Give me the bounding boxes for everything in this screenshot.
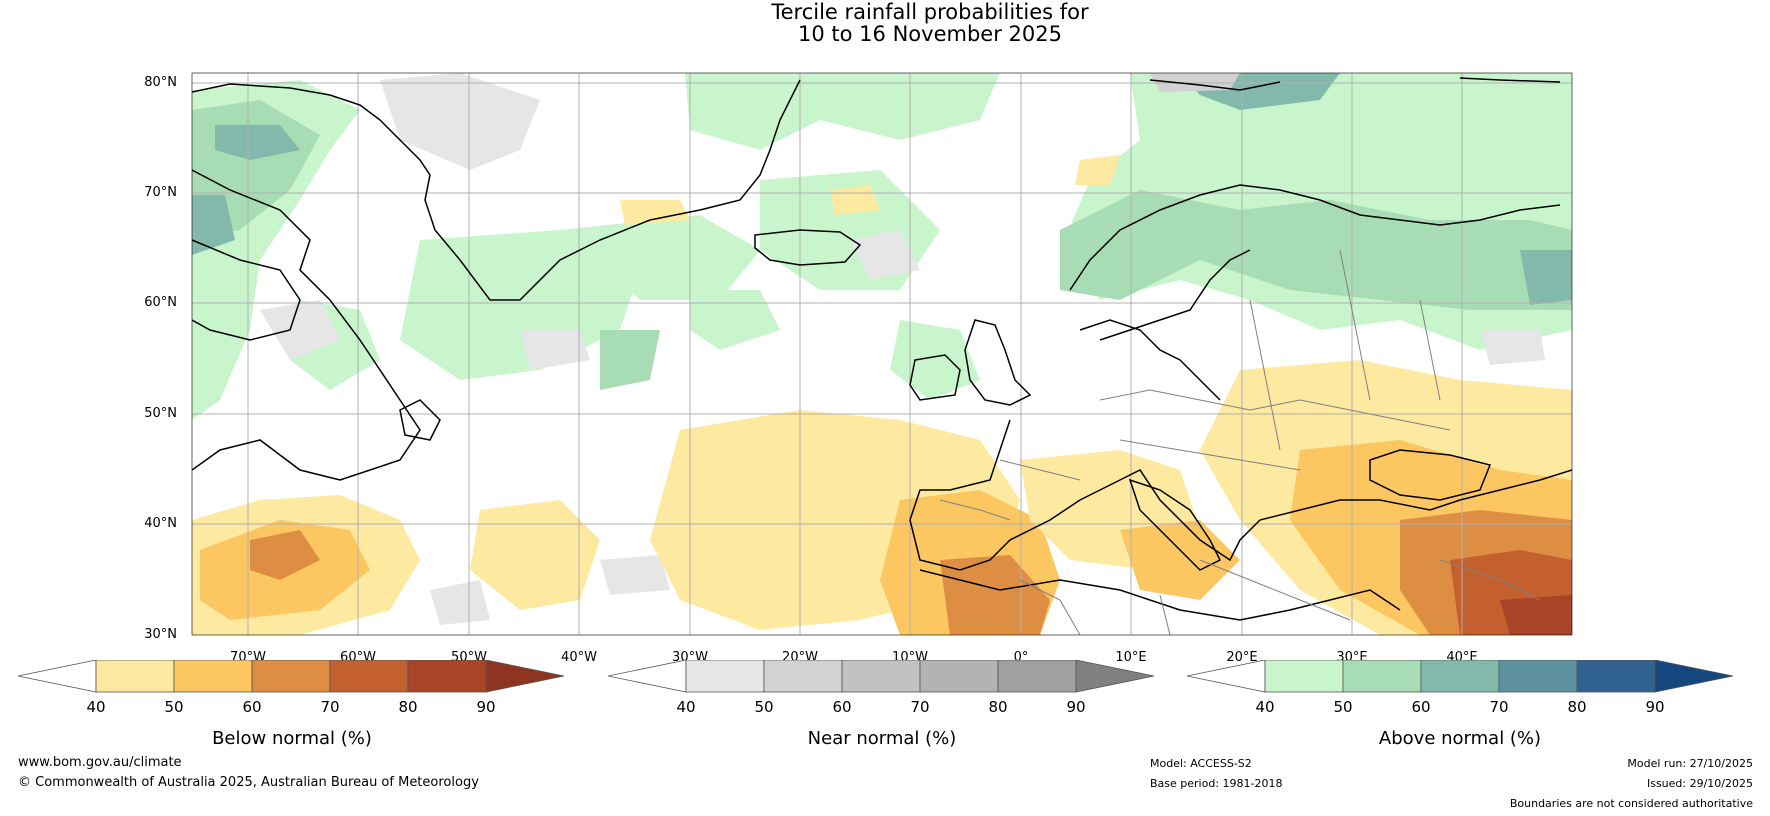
colorbar-high-extend [1654,660,1734,693]
colorbar-low-extend [607,660,687,693]
map-subtitle: 10 to 16 November 2025 [798,22,1062,46]
issued-text: Issued: 29/10/2025 [1646,777,1753,790]
lat-label-40n: 40°N [144,516,177,531]
colorbars [17,660,1734,693]
colorbar-segment [919,660,999,693]
colorbar-tick-label: 70 [320,698,340,716]
colorbar-tick-label: 60 [832,698,852,716]
colorbar-title-near-normal: Near normal (%) [807,728,957,749]
country-borders [939,249,1541,635]
colorbar-segment [1342,660,1422,693]
colorbar-tick-label: 70 [1489,698,1509,716]
colorbar-segment [173,660,253,693]
colorbar-segment [997,660,1077,693]
copyright-text: © Commonwealth of Australia 2025, Austra… [18,775,479,790]
colorbar-segment [685,660,765,693]
colorbar-high-extend [485,660,565,693]
colorbar-tick-label: 80 [1567,698,1587,716]
colorbar-segment [95,660,175,693]
colorbar-segment [1498,660,1578,693]
lat-label-70n: 70°N [144,185,177,200]
colorbar-low-extend [17,660,97,693]
lat-label-80n: 80°N [144,75,177,90]
colorbar-tick-label: 90 [476,698,496,716]
colorbar-tick-label: 80 [988,698,1008,716]
colorbar-low-extend [1186,660,1266,693]
colorbar-segment [329,660,409,693]
colorbar-tick-label: 90 [1645,698,1665,716]
map-title: Tercile rainfall probabilities for [771,0,1089,24]
coastlines [192,77,1572,621]
lon-label-10e: 10°E [1115,650,1147,665]
colorbar-tick-label: 50 [754,698,774,716]
colorbar-above-normal [1186,660,1734,693]
model-text: Model: ACCESS-S2 [1150,757,1252,770]
colorbar-tick-label: 80 [398,698,418,716]
base-period-text: Base period: 1981-2018 [1150,777,1283,790]
colorbar-tick-label: 60 [242,698,262,716]
colorbar-tick-label: 40 [86,698,106,716]
colorbar-segment [251,660,331,693]
colorbar-near-normal [607,660,1155,693]
website-text: www.bom.gov.au/climate [18,755,182,770]
disclaimer-text: Boundaries are not considered authoritat… [1509,797,1753,810]
lat-label-60n: 60°N [144,295,177,310]
lat-label-50n: 50°N [144,406,177,421]
lon-label-40w: 40°W [561,650,597,665]
below-normal-shading [192,155,1572,635]
graticule [192,73,1572,635]
lon-label-20e: 20°E [1226,650,1258,665]
colorbar-segment [1576,660,1656,693]
colorbar-tick-label: 60 [1411,698,1431,716]
colorbar-tick-label: 70 [910,698,930,716]
colorbar-segment [407,660,487,693]
colorbar-segment [841,660,921,693]
above-normal-shading [192,73,1572,420]
colorbar-tick-label: 50 [164,698,184,716]
model-run-text: Model run: 27/10/2025 [1627,757,1753,770]
lat-label-30n: 30°N [144,627,177,642]
colorbar-tick-label: 40 [676,698,696,716]
colorbar-tick-label: 40 [1255,698,1275,716]
colorbar-title-above-normal: Above normal (%) [1378,728,1542,749]
colorbar-below-normal [17,660,565,693]
map-frame [191,72,1573,636]
colorbar-high-extend [1075,660,1155,693]
colorbar-segment [763,660,843,693]
colorbar-tick-label: 50 [1333,698,1353,716]
colorbar-title-below-normal: Below normal (%) [212,728,372,749]
colorbar-tick-label: 90 [1066,698,1086,716]
colorbar-segment [1420,660,1500,693]
colorbar-segment [1264,660,1344,693]
